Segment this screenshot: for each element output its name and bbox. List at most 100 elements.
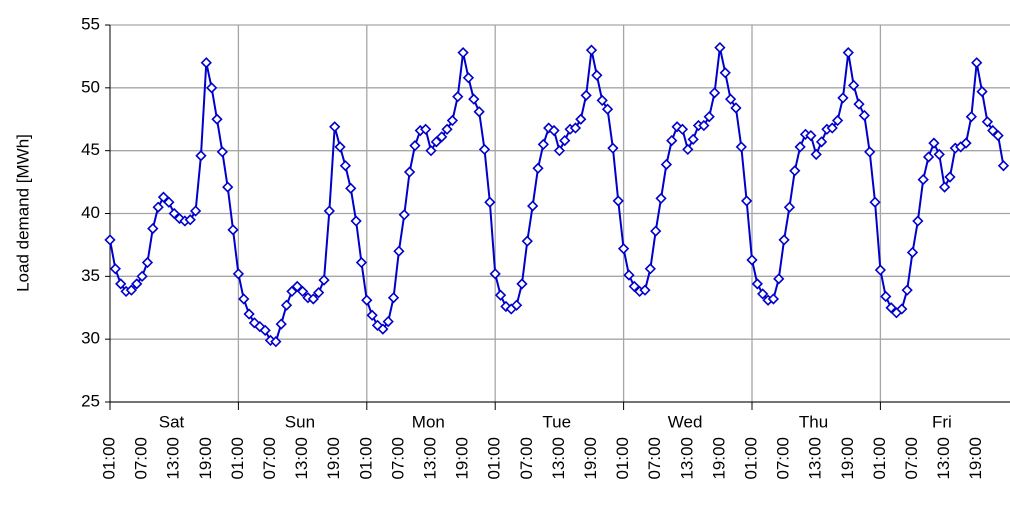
marker bbox=[345, 182, 357, 194]
x-tick-label: 19:00 bbox=[324, 437, 343, 480]
marker bbox=[976, 85, 988, 98]
y-tick-label: 55 bbox=[81, 14, 100, 33]
marker bbox=[366, 309, 378, 321]
marker bbox=[746, 254, 758, 266]
marker bbox=[452, 90, 464, 103]
marker bbox=[842, 47, 854, 59]
marker bbox=[730, 102, 742, 114]
marker bbox=[676, 123, 689, 135]
x-tick-label: 07:00 bbox=[774, 437, 793, 480]
group-label: Sat bbox=[159, 412, 185, 431]
marker bbox=[826, 122, 838, 134]
marker bbox=[543, 122, 555, 134]
marker bbox=[601, 103, 614, 115]
marker bbox=[478, 143, 491, 156]
marker bbox=[436, 131, 448, 143]
x-tick-label: 13:00 bbox=[292, 437, 311, 480]
marker bbox=[928, 137, 940, 149]
x-tick-label: 19:00 bbox=[709, 437, 728, 480]
marker bbox=[248, 317, 261, 329]
x-tick-label: 01:00 bbox=[613, 437, 632, 480]
marker bbox=[275, 318, 287, 330]
marker bbox=[612, 195, 624, 207]
marker bbox=[698, 119, 710, 132]
marker bbox=[757, 288, 769, 300]
marker bbox=[559, 134, 571, 147]
marker bbox=[548, 124, 560, 137]
marker bbox=[837, 92, 849, 104]
marker bbox=[398, 209, 410, 221]
marker bbox=[270, 336, 282, 348]
marker bbox=[912, 215, 924, 227]
marker bbox=[532, 162, 544, 174]
marker bbox=[719, 67, 731, 79]
marker bbox=[933, 148, 945, 161]
x-tick-label: 07:00 bbox=[517, 437, 536, 480]
x-tick-label: 01:00 bbox=[485, 437, 504, 480]
x-tick-label: 07:00 bbox=[902, 437, 921, 480]
x-tick-label: 13:00 bbox=[420, 437, 439, 480]
x-tick-label: 07:00 bbox=[260, 437, 279, 480]
marker bbox=[805, 129, 817, 142]
marker bbox=[794, 141, 806, 153]
marker bbox=[387, 292, 400, 304]
marker bbox=[655, 192, 667, 205]
marker bbox=[607, 142, 619, 154]
marker bbox=[334, 141, 346, 153]
marker bbox=[125, 284, 138, 296]
marker bbox=[901, 284, 913, 296]
marker bbox=[858, 109, 870, 122]
marker bbox=[650, 225, 662, 237]
marker bbox=[313, 287, 325, 299]
marker bbox=[163, 196, 175, 208]
marker bbox=[735, 141, 747, 153]
marker bbox=[115, 278, 127, 290]
x-tick-label: 07:00 bbox=[388, 437, 407, 480]
marker bbox=[922, 151, 935, 163]
marker bbox=[168, 207, 180, 220]
marker bbox=[853, 98, 865, 110]
x-tick-label: 13:00 bbox=[549, 437, 568, 480]
group-label: Tue bbox=[542, 412, 571, 431]
marker bbox=[222, 181, 234, 193]
group-label: Fri bbox=[932, 412, 952, 431]
marker bbox=[147, 222, 159, 235]
marker bbox=[286, 285, 298, 298]
marker bbox=[767, 293, 780, 305]
marker bbox=[778, 234, 790, 246]
x-tick-label: 19:00 bbox=[196, 437, 215, 480]
marker bbox=[441, 123, 453, 135]
marker bbox=[724, 93, 737, 105]
y-tick-label: 50 bbox=[81, 77, 100, 96]
marker bbox=[403, 166, 416, 178]
x-tick-label: 01:00 bbox=[741, 437, 760, 480]
marker bbox=[377, 323, 389, 335]
marker bbox=[938, 181, 951, 193]
marker bbox=[131, 278, 143, 290]
marker bbox=[896, 303, 908, 315]
marker bbox=[291, 280, 303, 293]
marker bbox=[195, 150, 207, 162]
marker bbox=[425, 145, 437, 157]
marker bbox=[751, 278, 763, 290]
marker bbox=[232, 268, 245, 280]
marker bbox=[350, 215, 362, 227]
marker bbox=[831, 114, 844, 127]
marker bbox=[243, 308, 255, 320]
x-tick-label: 19:00 bbox=[453, 437, 472, 480]
marker bbox=[596, 94, 608, 107]
marker bbox=[227, 224, 239, 236]
x-tick-label: 01:00 bbox=[228, 437, 247, 480]
marker bbox=[537, 138, 549, 151]
marker bbox=[666, 134, 678, 147]
marker bbox=[184, 214, 196, 226]
marker bbox=[355, 256, 368, 269]
marker bbox=[462, 72, 475, 84]
marker bbox=[992, 129, 1004, 142]
marker bbox=[623, 269, 635, 281]
group-label: Mon bbox=[412, 412, 445, 431]
x-tick-label: 13:00 bbox=[934, 437, 953, 480]
marker bbox=[981, 116, 994, 128]
y-tick-label: 25 bbox=[81, 391, 100, 410]
